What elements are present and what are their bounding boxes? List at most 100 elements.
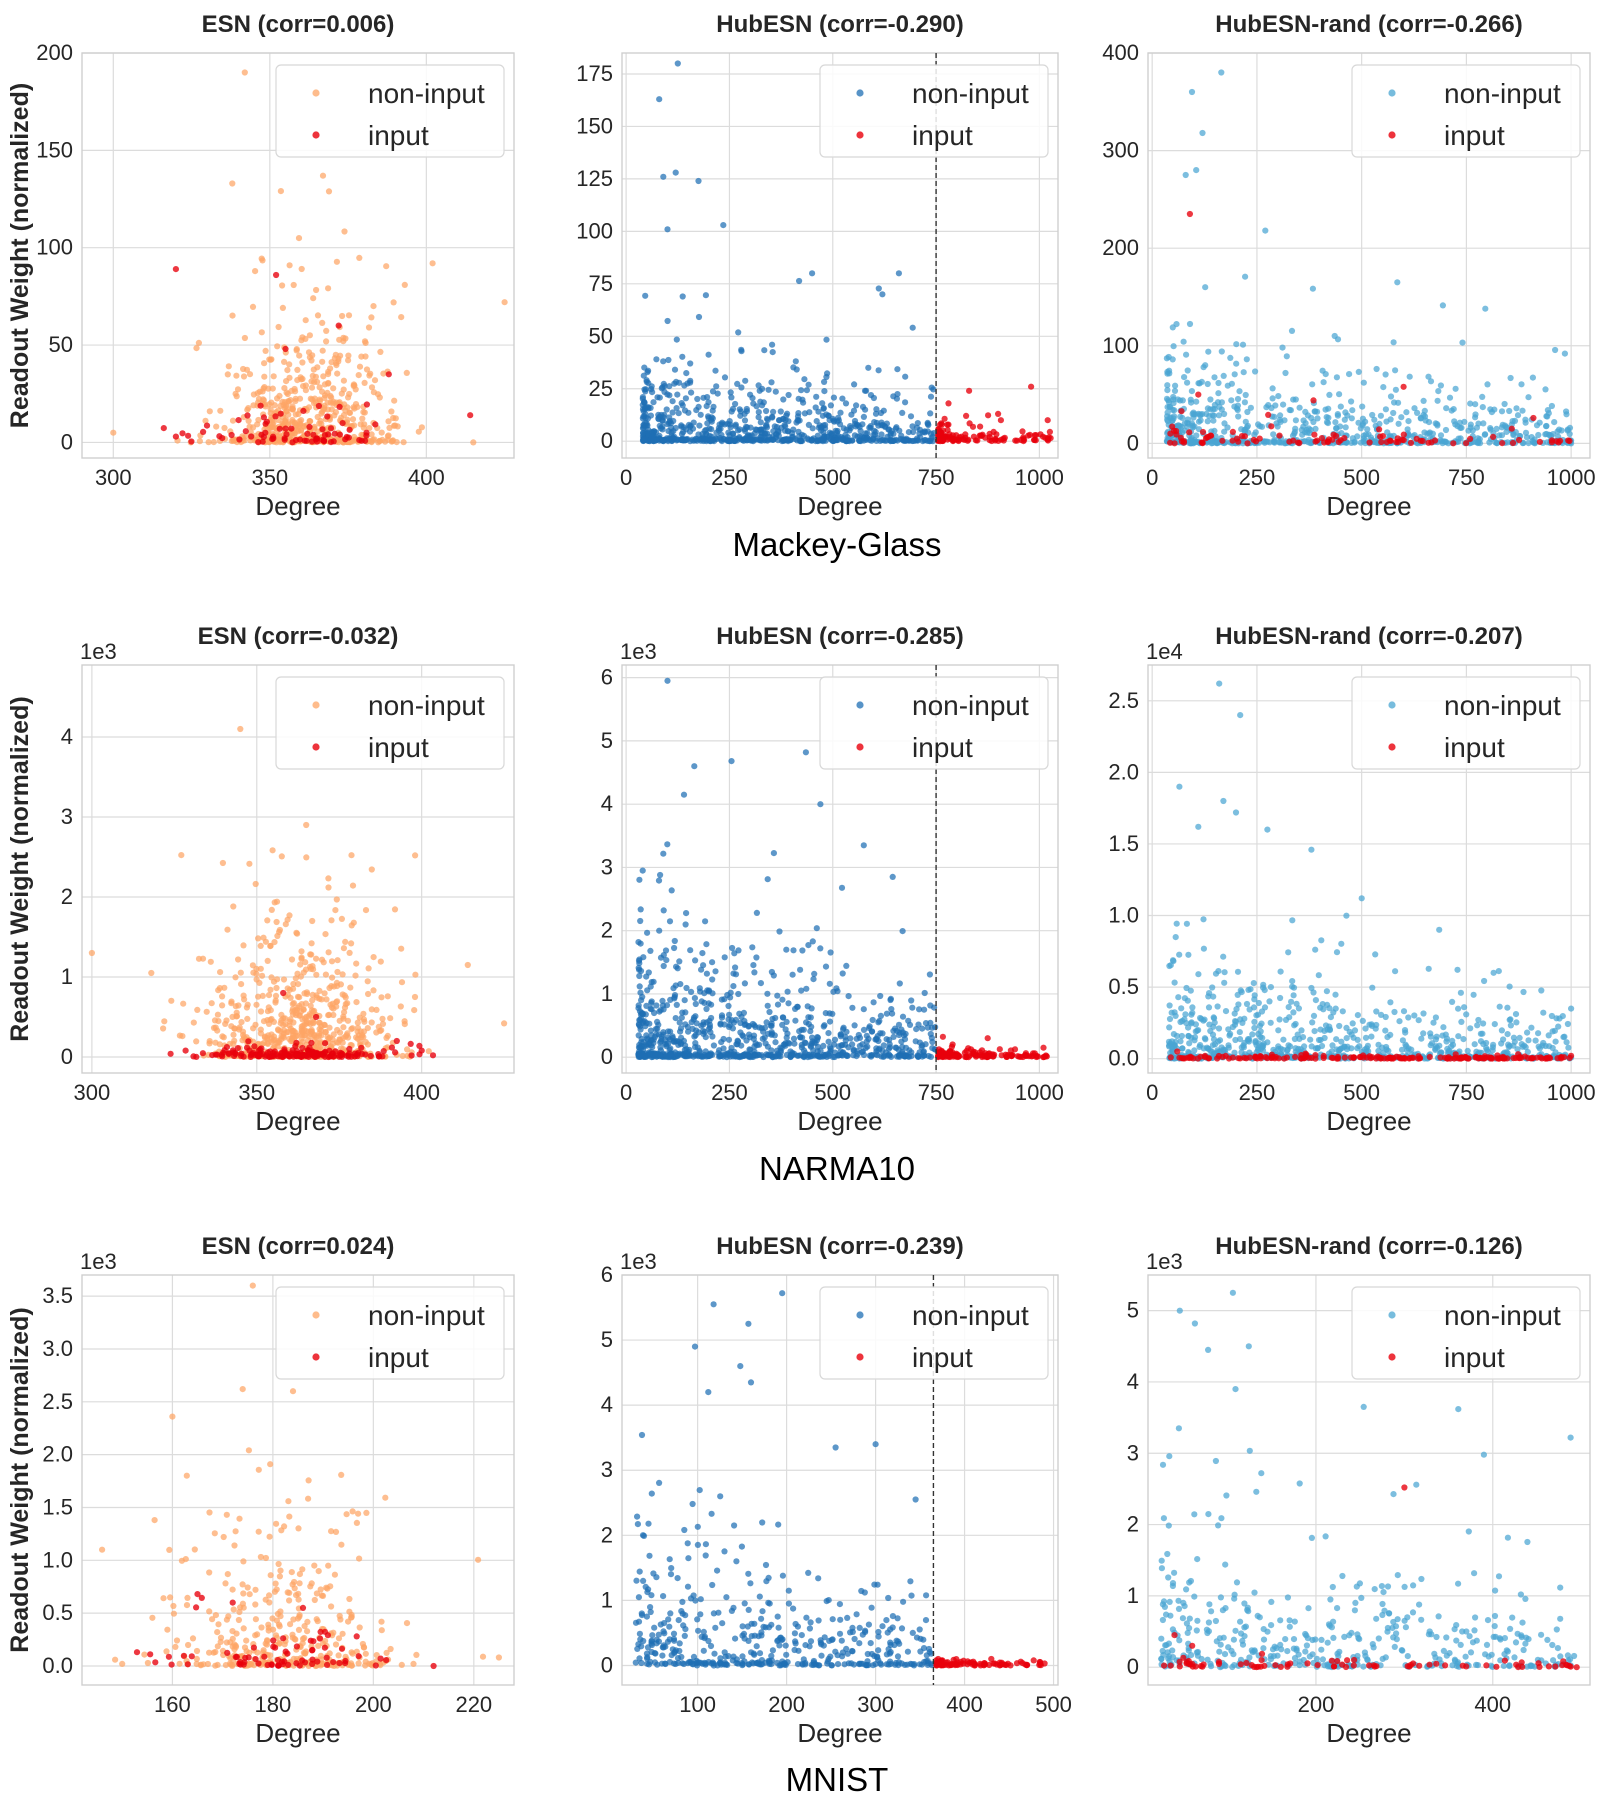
input-point [388, 1044, 395, 1051]
x-tick-label: 0 [1146, 1080, 1158, 1105]
non-input-point [802, 749, 810, 756]
legend-input-label: input [368, 120, 429, 151]
non-input-point [1489, 1047, 1496, 1054]
input-point [1314, 437, 1321, 444]
non-input-point [1479, 393, 1486, 400]
non-input-point [195, 339, 202, 346]
non-input-point [1427, 1042, 1434, 1049]
non-input-point [276, 392, 283, 399]
non-input-point [863, 387, 870, 394]
non-input-point [681, 1053, 688, 1060]
non-input-point [206, 1038, 213, 1045]
non-input-point [1234, 968, 1242, 975]
non-input-point [743, 405, 750, 413]
input-point [234, 1045, 241, 1052]
input-point [172, 433, 179, 440]
non-input-point [671, 944, 678, 952]
non-input-point [889, 873, 896, 881]
non-input-point [641, 1053, 648, 1060]
non-input-point [316, 397, 324, 405]
non-input-point [742, 377, 749, 384]
non-input-point [654, 394, 661, 401]
non-input-point [308, 378, 315, 385]
non-input-point [721, 374, 729, 381]
non-input-point [386, 424, 393, 431]
non-input-point [1392, 386, 1399, 393]
non-input-point [329, 974, 336, 981]
non-input-point [211, 1017, 219, 1024]
non-input-point [785, 391, 792, 399]
non-input-point [1163, 395, 1171, 402]
non-input-point [232, 390, 239, 397]
input-point [1286, 438, 1293, 445]
input-point [1450, 440, 1457, 447]
non-input-point [377, 348, 384, 355]
input-point [276, 425, 283, 432]
non-input-point [860, 842, 867, 849]
input-point [1229, 428, 1236, 435]
non-input-point [245, 417, 252, 424]
input-point [185, 432, 192, 439]
non-input-point [249, 303, 257, 310]
non-input-point [1179, 397, 1186, 404]
non-input-point [216, 1041, 223, 1048]
non-input-point [361, 379, 368, 386]
input-point [1335, 438, 1342, 446]
non-input-point [907, 413, 915, 420]
non-input-point [1417, 414, 1424, 421]
non-input-point [1308, 414, 1315, 422]
non-input-point [763, 407, 770, 415]
non-input-point [1476, 440, 1484, 447]
non-input-point [668, 433, 675, 440]
non-input-point [797, 438, 804, 445]
non-input-point [893, 395, 901, 402]
legend-input-marker [1388, 131, 1396, 139]
non-input-point [679, 353, 686, 360]
non-input-point [1443, 405, 1450, 412]
non-input-point [278, 853, 285, 860]
y-tick-label: 50 [49, 332, 73, 357]
non-input-point [1535, 1030, 1542, 1037]
non-input-point [312, 373, 319, 380]
non-input-point [1312, 425, 1319, 432]
non-input-point [377, 958, 384, 965]
non-input-point [652, 1051, 659, 1058]
non-input-point [673, 1001, 680, 1009]
non-input-point [262, 347, 269, 354]
input-point [952, 1053, 959, 1060]
non-input-point [792, 358, 799, 365]
non-input-point [1337, 403, 1344, 410]
non-input-point [646, 1051, 653, 1058]
x-tick-label: 300 [95, 465, 132, 490]
non-input-point [368, 866, 375, 873]
non-input-point [1277, 412, 1284, 419]
non-input-point [803, 387, 811, 394]
non-input-point [800, 432, 808, 439]
non-input-point [1263, 404, 1270, 411]
non-input-point [253, 1001, 260, 1008]
non-input-point [1191, 423, 1198, 430]
legend-input-marker [312, 743, 320, 751]
non-input-point [266, 356, 273, 363]
input-point [963, 1053, 970, 1060]
non-input-point [346, 949, 353, 957]
non-input-point [640, 430, 647, 437]
non-input-point [1247, 404, 1254, 411]
non-input-point [1343, 912, 1350, 919]
non-input-point [1188, 88, 1196, 96]
non-input-point [425, 1048, 432, 1055]
non-input-point [1414, 409, 1421, 416]
input-point [1268, 423, 1275, 430]
input-point [354, 1051, 361, 1058]
non-input-point [318, 410, 325, 417]
non-input-point [1233, 341, 1240, 348]
non-input-point [387, 1015, 394, 1022]
non-input-point [264, 957, 271, 965]
non-input-point [703, 1019, 710, 1026]
non-input-point [1215, 379, 1222, 387]
non-input-point [703, 970, 711, 977]
non-input-point [783, 1051, 791, 1058]
non-input-point [328, 917, 335, 924]
non-input-point [298, 948, 305, 955]
non-input-point [371, 377, 379, 384]
